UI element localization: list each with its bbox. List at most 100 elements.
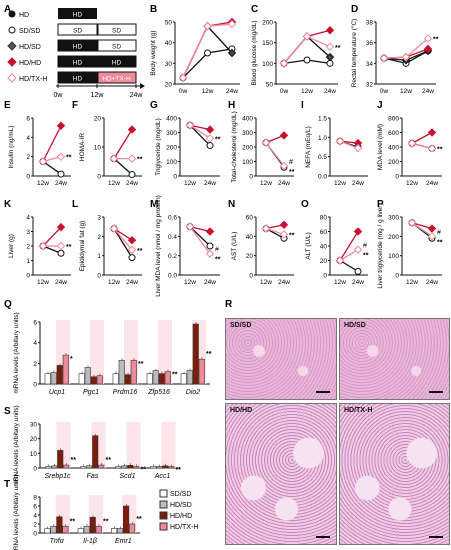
panel-letter: B [150,4,157,15]
bar [44,528,51,534]
series-line [113,228,133,258]
y-tick-label: 6 [33,504,37,511]
y-tick-label: 38 [366,20,374,27]
series-line [113,129,133,159]
legend-marker [7,41,17,51]
x-tick-label: 0w [280,88,289,95]
y-tick-label: 50 [266,82,274,89]
data-point [127,125,137,134]
timeline-bar [57,71,98,84]
category-label: Pgc1 [83,389,99,396]
data-point [261,224,271,233]
y-tick-label: 100 [388,253,399,260]
highlight-shade [158,320,172,384]
category-label: Emr1 [115,538,132,545]
category-label: Prdm16 [113,389,138,396]
x-tick-label: 12w [108,180,120,187]
category-label: Fas [87,473,99,480]
y-tick-label: 0 [97,273,101,280]
y-tick-label: 0.0 [168,273,177,280]
data-point [401,52,411,62]
significance-mark: ** [289,232,295,239]
significance-mark: ** [66,155,72,162]
legend-label: HD/SD [170,502,192,509]
bar [129,523,136,534]
y-axis-label: Rectal temperature (°C) [350,19,358,88]
y-tick-label: 4 [26,215,30,222]
data-point [204,49,211,57]
y-tick-label: 0.2 [168,253,177,260]
x-tick-label: 24w [422,88,434,95]
bar [127,465,134,469]
timeline-label: 0w [54,92,64,99]
y-tick-label: 200 [242,145,253,152]
significance-mark: # [363,243,367,250]
y-tick-label: 4 [33,340,37,347]
data-point [261,138,271,147]
timeline-bar [58,8,97,19]
panel-letter: J [377,100,383,111]
bar [62,354,69,385]
series-line [411,222,433,230]
y-axis-label: ALT (U/L) [305,232,312,260]
data-point [127,245,137,255]
significance-mark: ** [138,361,144,368]
y-axis-label: mRNA levels (Arbitary units) [13,312,20,393]
bar [115,466,122,469]
y-tick-label: 3 [26,229,30,236]
legend-label: HD/TX-H [170,524,198,531]
y-axis-label: Liver triglyceride (mg / g liver) [377,203,384,288]
y-tick-label: 2 [26,244,30,251]
y-tick-label: 1.5 [318,116,327,123]
timeline-bar-label: SD [73,28,82,35]
scale-bar [429,536,443,538]
data-point [128,254,136,262]
y-tick-label: 400 [242,116,253,123]
data-point [353,227,363,236]
y-tick-label: 0 [323,273,327,280]
panel-letter: P [377,199,384,210]
bar [44,373,51,385]
significance-mark: ** [437,239,443,246]
series-line [42,125,62,162]
y-axis-label: mRNA levels (Arbitary units) [13,474,20,550]
timeline-bar-label: HD [73,60,83,67]
histology-image-2: HD/SD [339,318,450,400]
y-tick-label: 40 [165,40,173,47]
panel-letter: C [251,4,258,15]
x-tick-label: 12w [37,180,49,187]
panel-letter: A [4,4,11,15]
panel-letter: Q [4,299,12,310]
y-tick-label: 10 [94,145,102,152]
series-line [42,226,62,247]
significance-mark: ** [206,351,212,358]
y-tick-label: 20 [94,116,102,123]
y-axis-label: Insulin (ng/mL) [8,126,15,169]
data-point [279,220,289,229]
scale-bar [316,536,330,538]
y-tick-label: 400 [388,145,399,152]
series-line [189,124,211,139]
panel-letter: O [301,199,309,210]
panel-letter: I [301,100,304,111]
y-tick-label: 0 [33,382,37,389]
category-label: Srebp1c [44,473,71,480]
x-tick-label: 24w [55,180,67,187]
bar [50,525,57,534]
legend-marker [8,10,16,18]
category-label: Scd1 [120,473,136,480]
x-tick-label: 24w [324,88,336,95]
x-tick-label: 12w [334,279,346,286]
histology-image-3: HD/HD [225,403,337,545]
y-axis-label: NEFA (mEq/L) [305,126,312,168]
histology-label: HD/SD [344,322,366,329]
bar [80,466,87,469]
x-tick-label: 24w [352,180,364,187]
timeline-bar [57,39,98,52]
y-tick-label: 100 [242,159,253,166]
data-point [57,249,65,257]
data-point [427,144,437,153]
x-tick-label: 12w [334,180,346,187]
y-axis-label: AST (U/L) [231,232,238,261]
x-tick-label: 24w [126,180,138,187]
